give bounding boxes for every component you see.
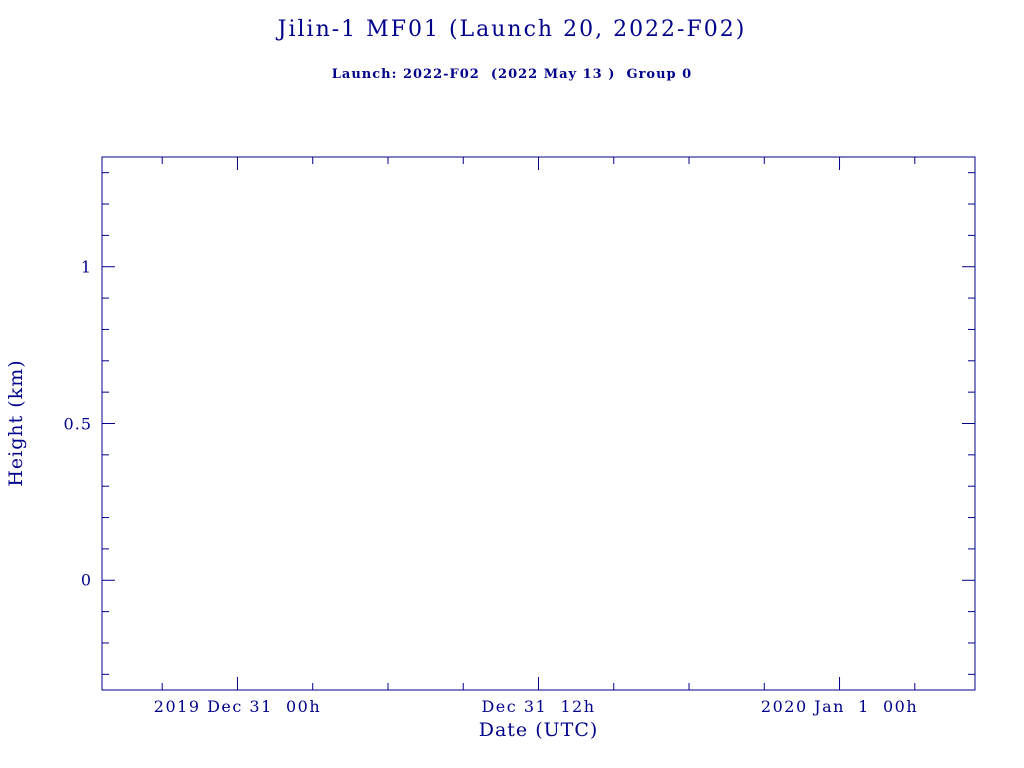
x-tick-label: 2020 Jan 1 00h [760, 697, 919, 716]
y-tick-label: 1 [80, 257, 92, 277]
y-tick-label: 0 [80, 570, 92, 590]
plot-frame [101, 156, 976, 691]
x-tick-label: Dec 31 12h [481, 697, 596, 716]
chart-title: Jilin-1 MF01 (Launch 20, 2022-F02) [277, 17, 747, 42]
x-tick-label: 2019 Dec 31 00h [153, 697, 322, 716]
chart-subtitle: Launch: 2022-F02 (2022 May 13 ) Group 0 [331, 67, 693, 82]
y-tick-label: 0.5 [63, 414, 92, 433]
x-axis-label: Date (UTC) [478, 719, 599, 741]
